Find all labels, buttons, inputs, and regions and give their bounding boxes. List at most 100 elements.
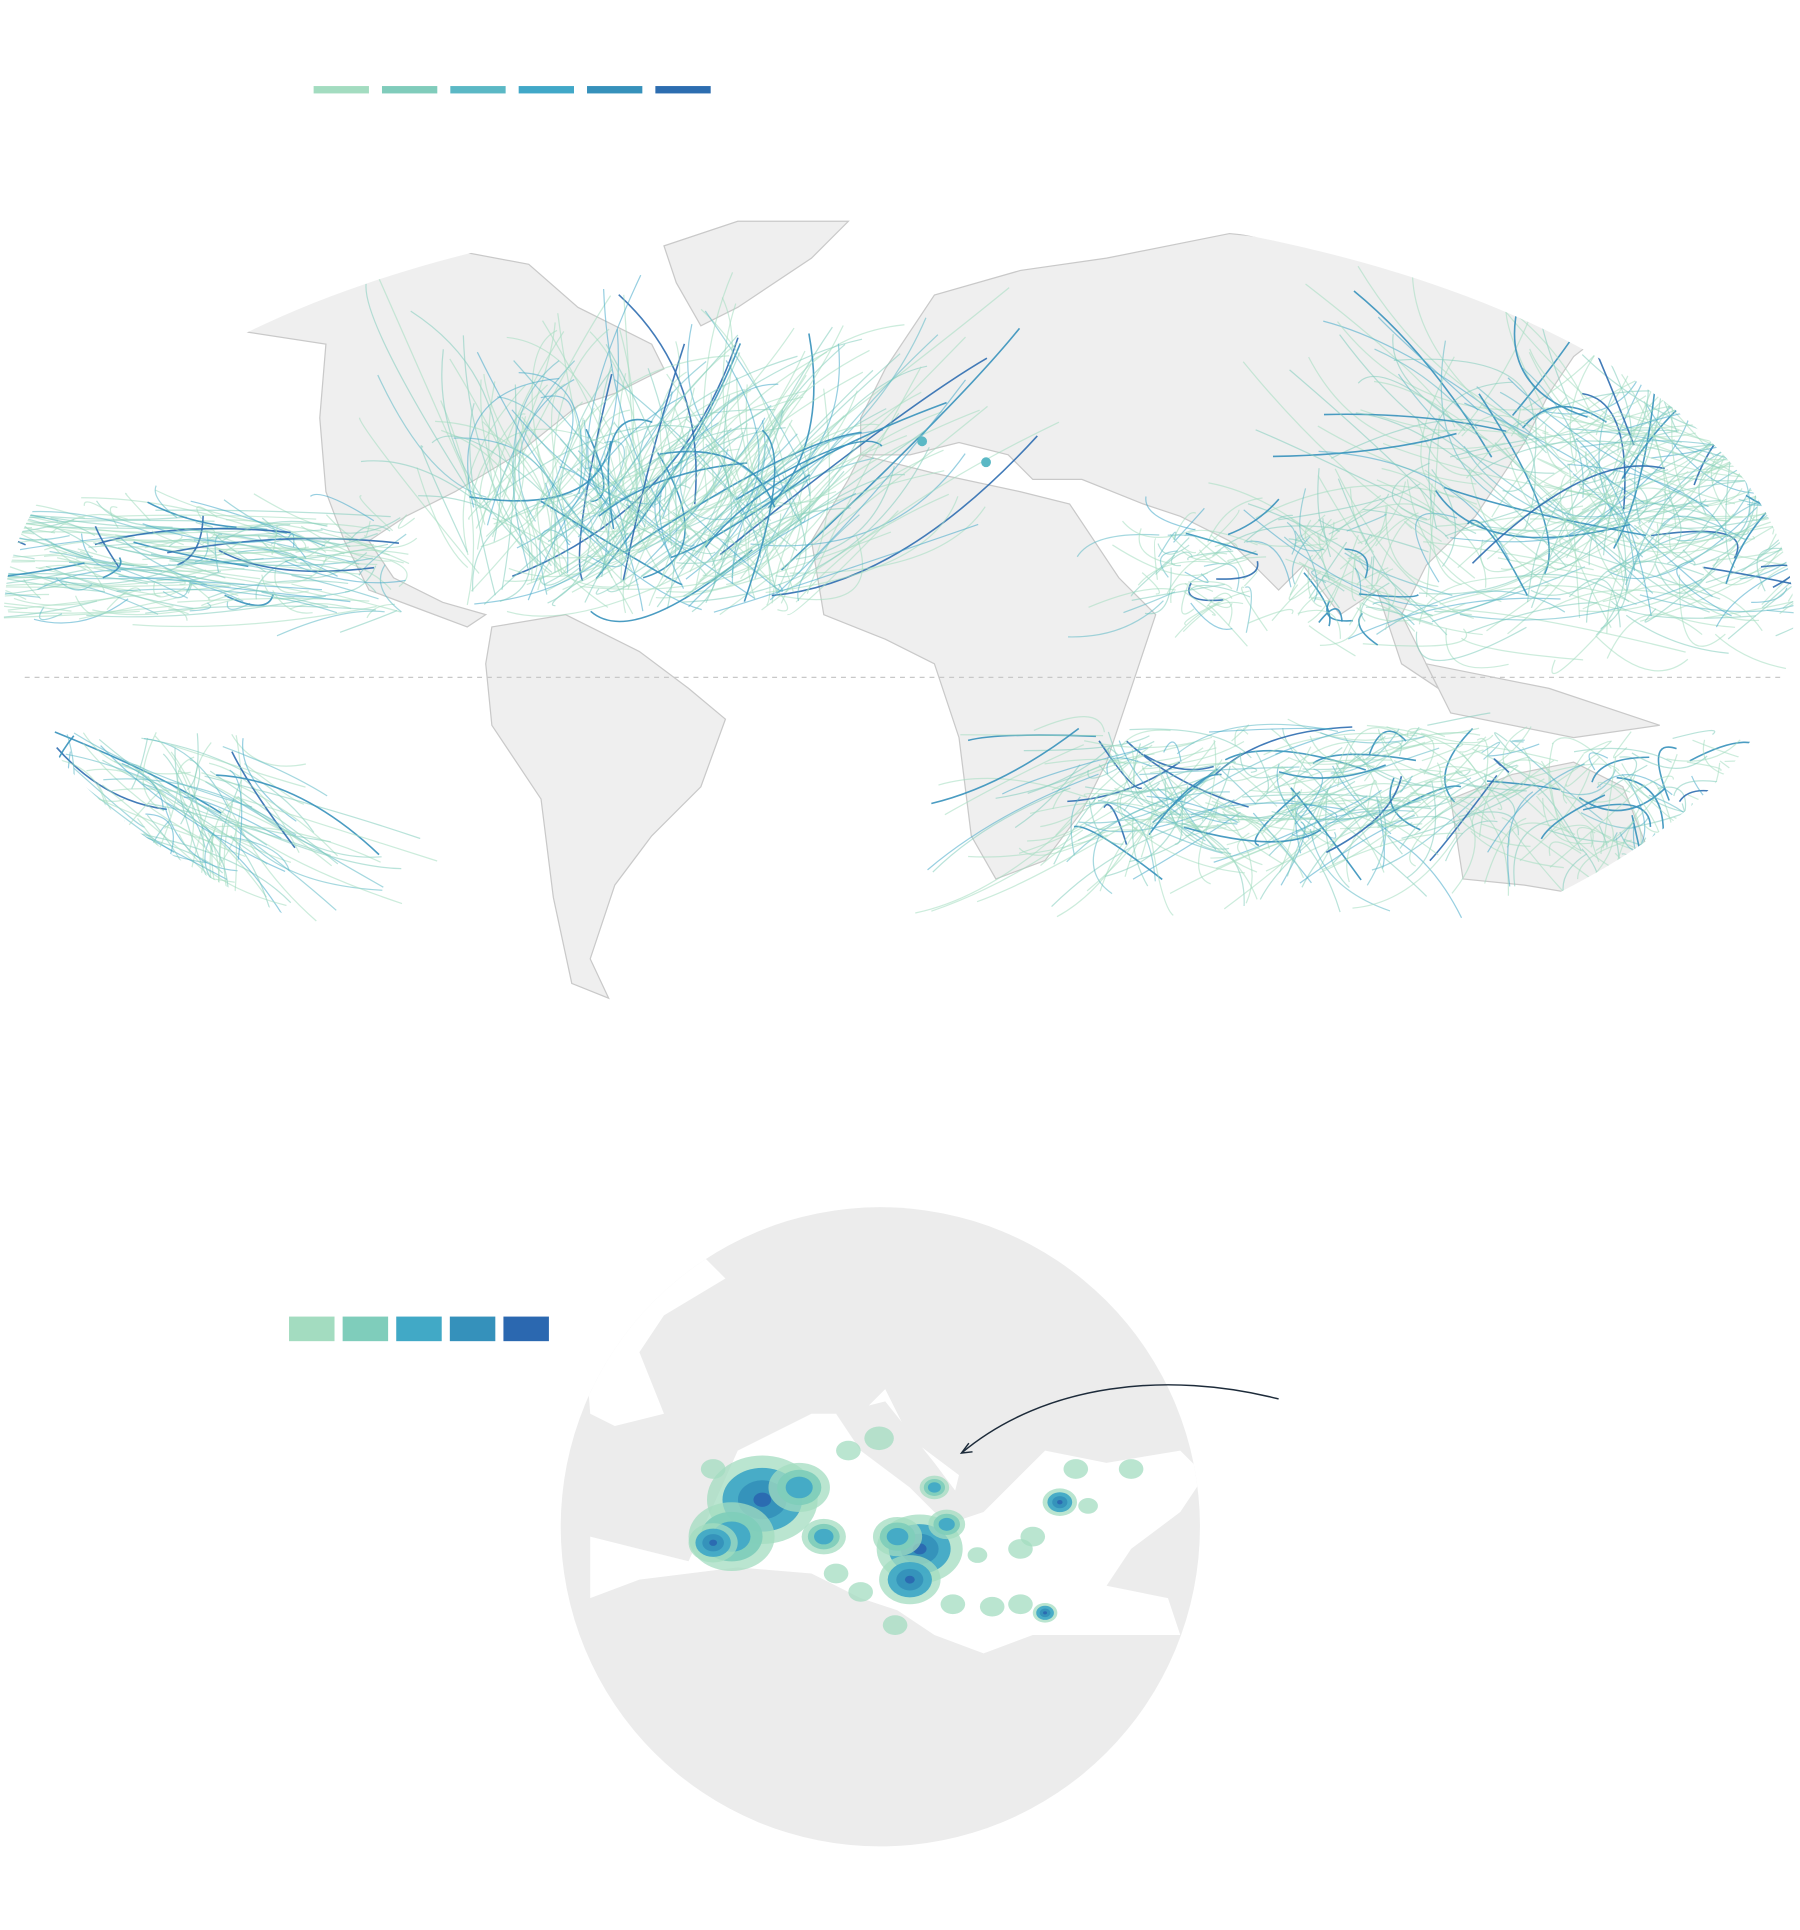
storm-track [155, 509, 391, 518]
density-blob [753, 1492, 772, 1507]
storm-track [1785, 799, 1794, 844]
storm-track [184, 528, 356, 540]
storm-track [743, 429, 776, 602]
storm-track [147, 802, 331, 857]
storm-track [1481, 741, 1501, 760]
storm-track [1621, 853, 1704, 916]
storm-track [1148, 825, 1174, 916]
storm-track [1703, 566, 1794, 613]
storm-track [1146, 795, 1239, 824]
storm-track [1634, 524, 1696, 565]
legend-swatch [381, 86, 438, 94]
storm-track [1484, 817, 1527, 884]
storm-track [704, 310, 811, 497]
storm-track [580, 445, 627, 515]
storm-track [177, 770, 333, 867]
storm-track [1757, 463, 1794, 559]
storm-track [1173, 811, 1258, 900]
storm-track [735, 440, 883, 501]
storm-track [211, 834, 290, 871]
storm-track [1319, 602, 1362, 646]
storm-track [1782, 447, 1794, 543]
storm-track [82, 743, 246, 858]
storm-track [1348, 568, 1394, 626]
storm-track [1308, 541, 1348, 599]
storm-track [1711, 516, 1794, 561]
storm-track [1586, 414, 1748, 479]
storm-track [1132, 826, 1246, 874]
storm-track [1211, 800, 1305, 879]
density-blob [1063, 1459, 1089, 1479]
storm-track [659, 450, 776, 508]
storm-track [1606, 515, 1743, 634]
storm-track [1720, 785, 1737, 841]
storm-track [441, 429, 533, 582]
medicane-dot [981, 457, 991, 468]
storm-track [1562, 753, 1584, 804]
storm-track [1112, 544, 1209, 577]
storm-track [1535, 499, 1721, 560]
storm-track [661, 371, 864, 578]
storm-track [1355, 412, 1567, 568]
storm-track [1756, 763, 1765, 854]
storm-track [1141, 572, 1160, 595]
storm-track [1678, 789, 1772, 813]
storm-track [716, 525, 789, 612]
storm-track [1145, 496, 1196, 531]
storm-track [1600, 538, 1628, 630]
world-map [3, 220, 1794, 1000]
storm-track [1286, 784, 1332, 877]
storm-track [659, 460, 685, 589]
storm-track [1098, 740, 1143, 790]
storm-track [449, 358, 539, 581]
storm-track [1500, 473, 1631, 570]
storm-track [1612, 391, 1673, 476]
storm-track [704, 401, 947, 548]
storm-track [1222, 811, 1253, 904]
storm-track [1299, 488, 1307, 542]
storm-track [553, 368, 613, 573]
density-blob [785, 1476, 813, 1499]
storm-track [1575, 438, 1652, 617]
storm-track [623, 431, 862, 554]
storm-track [1265, 810, 1398, 872]
storm-track [598, 462, 748, 517]
storm-track [1307, 584, 1339, 624]
storm-track [358, 417, 480, 574]
storm-track [1319, 806, 1428, 897]
storm-track [1353, 792, 1457, 808]
storm-track [1715, 538, 1794, 628]
storm-track [170, 744, 306, 788]
storm-track [1322, 518, 1332, 558]
storm-track [1440, 340, 1517, 510]
storm-track [1758, 378, 1794, 493]
storm-track [397, 514, 416, 529]
storm-track [767, 333, 815, 509]
storm-track [726, 473, 807, 586]
storm-track [1714, 633, 1794, 674]
legend-swatch [587, 86, 643, 94]
storm-track [602, 389, 808, 568]
storm-track [109, 506, 119, 529]
storm-track [580, 454, 675, 573]
storm-track [539, 498, 653, 586]
storm-track [1551, 737, 1612, 769]
storm-track [1654, 557, 1720, 594]
storm-track [1290, 787, 1362, 881]
storm-track [536, 500, 639, 588]
storm-track [1237, 832, 1263, 866]
legend-swatch [518, 86, 574, 94]
storm-track [1076, 533, 1160, 558]
storm-track [1467, 601, 1598, 634]
storm-track [587, 274, 642, 507]
storm-track [1084, 736, 1213, 749]
storm-track [1314, 579, 1345, 592]
storm-track [111, 788, 286, 834]
storm-track [141, 737, 315, 833]
legend-top [313, 86, 711, 94]
storm-track [1254, 750, 1269, 802]
storm-track [1444, 469, 1669, 537]
storm-track [518, 371, 583, 495]
storm-track [1196, 509, 1240, 556]
storm-track [44, 826, 107, 913]
